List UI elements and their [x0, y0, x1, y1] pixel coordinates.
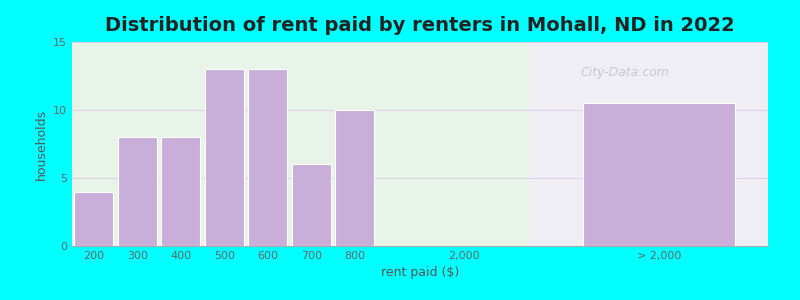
Bar — [161, 137, 200, 246]
Title: Distribution of rent paid by renters in Mohall, ND in 2022: Distribution of rent paid by renters in … — [105, 16, 735, 35]
Bar — [205, 69, 244, 246]
Bar — [74, 192, 114, 246]
Bar — [529, 42, 768, 246]
Bar — [335, 110, 374, 246]
Bar — [583, 103, 735, 246]
Bar — [72, 42, 529, 246]
X-axis label: rent paid ($): rent paid ($) — [381, 266, 459, 279]
Y-axis label: households: households — [34, 108, 47, 180]
Bar — [248, 69, 287, 246]
Text: City-Data.com: City-Data.com — [580, 66, 669, 79]
Bar — [292, 164, 331, 246]
Bar — [118, 137, 157, 246]
